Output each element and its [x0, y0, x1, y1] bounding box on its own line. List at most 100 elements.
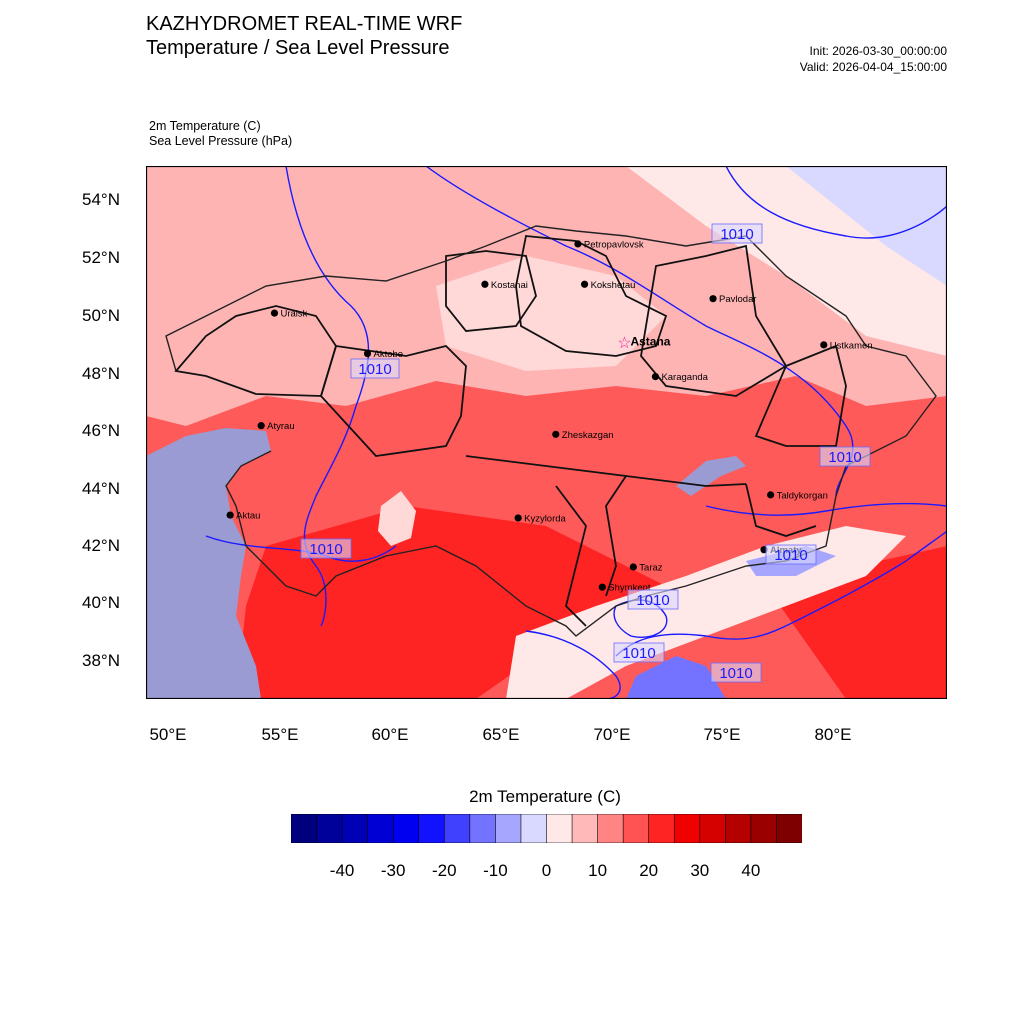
colorbar-swatch	[673, 814, 701, 843]
chart-title: KAZHYDROMET REAL-TIME WRF	[146, 13, 463, 35]
isobar-label: 1010	[828, 449, 861, 466]
isobar-label-box	[613, 642, 665, 663]
city-karaganda: Karaganda	[651, 372, 709, 383]
caspian-sea	[146, 428, 271, 699]
colorbar-tick-label: -30	[380, 861, 406, 880]
cool-zone-pale	[436, 256, 666, 371]
colorbar-swatch	[597, 814, 624, 843]
city-label: Taraz	[639, 563, 662, 574]
city-kyzylorda: Kyzylorda	[514, 513, 567, 524]
city-label: Zheskazgan	[562, 430, 614, 441]
province-border	[605, 475, 627, 597]
isobar-label-box	[350, 358, 400, 379]
colorbar-swatch	[469, 814, 497, 843]
isobar-label: 1010	[720, 226, 753, 243]
colorbar-swatch	[571, 814, 599, 843]
lon-label: 50°E	[149, 725, 187, 744]
isobar-label-box	[300, 538, 352, 559]
province-border	[754, 344, 847, 447]
lon-label: 60°E	[371, 725, 409, 744]
city-label: Ustkamen	[830, 340, 873, 351]
lon-label: 80°E	[814, 725, 852, 744]
city-marker	[270, 309, 279, 317]
city-zheskazgan: Zheskazgan	[552, 430, 614, 441]
city-petropavlovsk: Petropavlovsk	[574, 239, 644, 250]
lon-label: 65°E	[482, 725, 520, 744]
lat-label: 38°N	[82, 651, 120, 670]
colorbar-tick-label: -10	[483, 861, 508, 880]
city-marker	[514, 514, 522, 522]
init-time: Init: 2026-03-30_00:00:00	[809, 44, 947, 58]
isobar-label: 1010	[358, 361, 391, 378]
isobar-label-box	[711, 223, 763, 244]
city-atyrau: Atyrau	[257, 421, 295, 432]
city-marker	[580, 280, 589, 288]
isobar-label: 1010	[774, 547, 807, 564]
colorbar-swatch	[316, 814, 343, 843]
temperature-field-label: 2m Temperature (C)	[149, 119, 261, 133]
city-label: Kyzylorda	[524, 513, 566, 524]
lat-label: 52°N	[82, 248, 120, 267]
colorbar-swatch	[750, 814, 778, 843]
country-border	[165, 225, 937, 637]
city-marker	[363, 349, 372, 358]
city-marker	[574, 240, 582, 248]
city-marker	[226, 511, 234, 519]
lon-label: 75°E	[703, 725, 741, 744]
city-marker	[257, 422, 265, 430]
isobar-label: 1010	[636, 592, 669, 609]
city-label: Kokshetau	[591, 280, 636, 291]
lon-label: 55°E	[261, 725, 299, 744]
city-label: Atyrau	[267, 421, 294, 432]
city-label: Astana	[630, 334, 670, 348]
city-taraz: Taraz	[629, 563, 663, 574]
city-kokshetau: Kokshetau	[580, 280, 636, 291]
isobar-label-box	[765, 544, 817, 565]
mountain-cold-zone	[626, 656, 726, 699]
colorbar-tick-label: 20	[639, 861, 659, 880]
colorbar-swatch	[622, 814, 650, 843]
colorbar-swatch	[725, 814, 752, 843]
temperature-map: Petropavlovsk Kostanai Kokshetau Pavlodar Ur…	[146, 166, 947, 699]
city-kostanai: Kostanai	[481, 280, 528, 291]
city-marker	[820, 341, 828, 349]
lake-balkhash	[676, 456, 746, 496]
isobar-label: 1010	[309, 541, 342, 558]
colorbar-swatch	[444, 814, 471, 843]
lat-label: 48°N	[82, 364, 120, 383]
colorbar-swatch	[495, 814, 522, 843]
city-astana: ☆Astana	[617, 334, 671, 352]
city-taldykorgan: Taldykorgan	[767, 490, 828, 501]
colorbar-tick-label: 0	[541, 861, 552, 880]
colorbar-tick-label: -40	[329, 861, 355, 880]
colorbar-swatch	[776, 814, 802, 843]
city-label: Uralsk	[280, 309, 307, 320]
colorbar-tick-label: 30	[690, 861, 710, 880]
city-label: Karaganda	[661, 372, 708, 383]
isobar-label: 1010	[622, 645, 655, 662]
temperature-colorbar	[291, 814, 802, 843]
city-aktobe: Aktobe	[363, 349, 404, 360]
city-label: Aktobe	[374, 349, 404, 360]
city-aktau: Aktau	[226, 511, 260, 522]
valid-time: Valid: 2026-04-04_15:00:00	[799, 60, 947, 74]
city-shymkent: Shymkent	[598, 583, 651, 594]
capital-star-icon: ☆	[617, 335, 631, 352]
aral-sea	[378, 491, 416, 546]
colorbar-swatch	[392, 814, 420, 843]
isobar-label-box	[710, 662, 762, 683]
city-label: Petropavlovsk	[584, 239, 644, 250]
isobar-line	[615, 530, 947, 657]
city-ustkamen: Ustkamen	[820, 340, 873, 351]
province-border	[445, 250, 537, 332]
city-pavlodar: Pavlodar	[709, 294, 757, 305]
colorbar-swatch	[546, 814, 573, 843]
lon-label: 70°E	[593, 725, 631, 744]
chart-subtitle: Temperature / Sea Level Pressure	[146, 37, 450, 59]
colorbar-swatch	[367, 814, 394, 843]
city-label: Shymkent	[608, 583, 651, 594]
lat-label: 50°N	[82, 306, 120, 325]
isobar-line	[285, 166, 370, 627]
province-border	[515, 235, 668, 357]
province-border	[555, 485, 587, 627]
